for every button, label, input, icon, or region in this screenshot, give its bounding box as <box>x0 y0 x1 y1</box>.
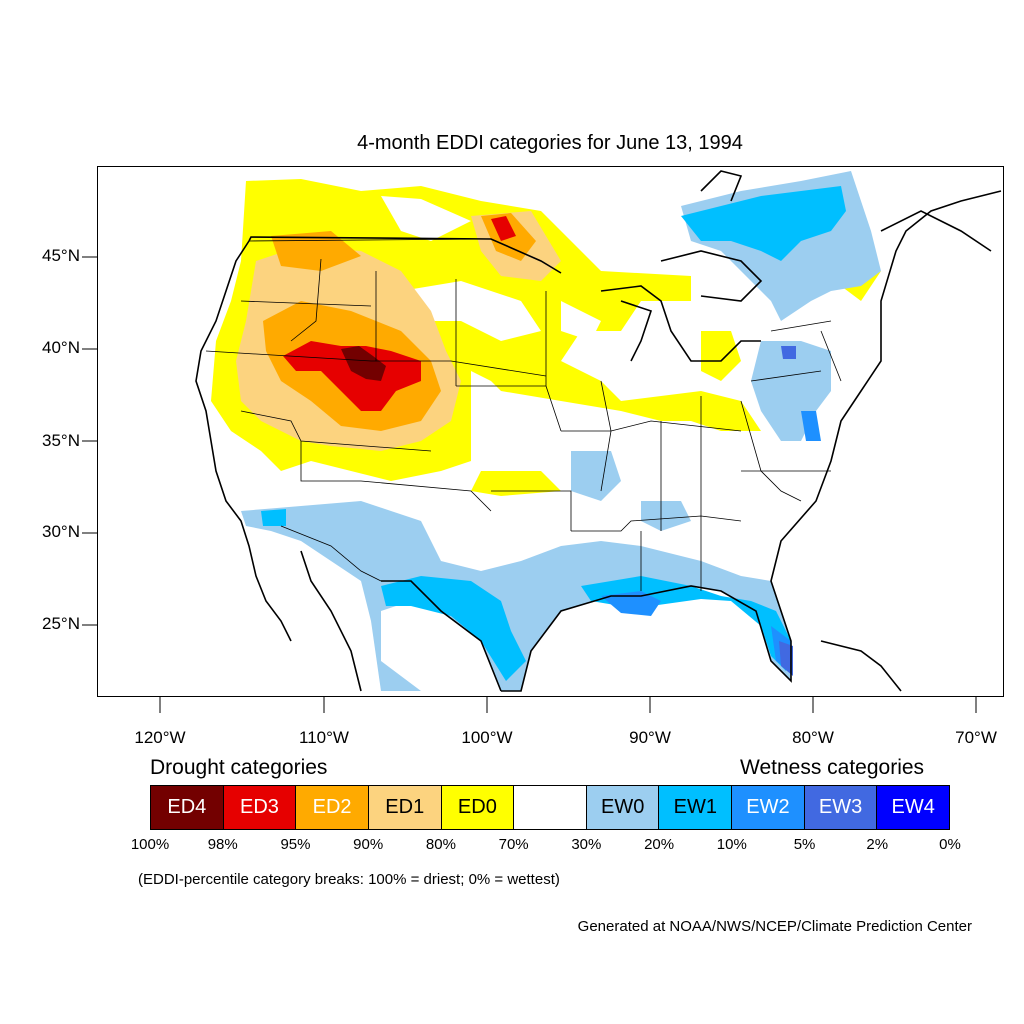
legend-swatch-ew0: EW0 <box>586 786 660 829</box>
lon-label-100: 100°W <box>461 728 513 747</box>
credit-line: Generated at NOAA/NWS/NCEP/Climate Predi… <box>577 918 972 935</box>
lat-label-40: 40°N <box>42 338 80 357</box>
lat-label-25: 25°N <box>42 614 80 633</box>
percentile-break-label: 0% <box>939 836 961 853</box>
percentile-break-label: 98% <box>207 836 238 853</box>
category-legend: ED4 ED3 ED2 ED1 ED0 EW0 EW1 EW2 EW3 EW4 <box>150 785 950 830</box>
legend-swatch-ed3: ED3 <box>223 786 297 829</box>
percentile-break-label: 10% <box>716 836 747 853</box>
percentile-break-label: 20% <box>644 836 675 853</box>
lon-label-90: 90°W <box>629 728 671 747</box>
map-title: 4-month EDDI categories for June 13, 199… <box>357 132 743 154</box>
legend-swatch-ed2: ED2 <box>296 786 369 829</box>
legend-swatch-ed0: ED0 <box>441 786 515 829</box>
lat-label-35: 35°N <box>42 431 80 450</box>
ew3-regions <box>779 346 796 676</box>
percentile-break-label: 70% <box>498 836 529 853</box>
lon-label-80: 80°W <box>792 728 834 747</box>
ed3-regions <box>283 216 516 411</box>
ed4-regions <box>341 346 386 381</box>
lon-label-70: 70°W <box>955 728 997 747</box>
coastlines <box>195 170 1002 692</box>
lon-label-110: 110°W <box>299 728 349 747</box>
percentile-break-label: 95% <box>280 836 311 853</box>
legend-swatch-ew2: EW2 <box>732 786 805 829</box>
legend-swatch-ew3: EW3 <box>804 786 878 829</box>
eddi-map <box>97 166 1004 697</box>
eddi-map-graphic <box>195 170 1002 692</box>
state-boundaries <box>205 238 842 591</box>
wetness-categories-title: Wetness categories <box>740 756 925 779</box>
lat-label-30: 30°N <box>42 522 80 541</box>
percentile-break-label: 5% <box>793 836 816 853</box>
percentile-break-label: 90% <box>353 836 384 853</box>
legend-swatch-neutral <box>514 786 587 829</box>
percentile-break-label: 2% <box>866 836 889 853</box>
legend-swatch-ed1: ED1 <box>368 786 442 829</box>
percentile-break-label: 80% <box>425 836 456 853</box>
percentile-break-label: 100% <box>130 836 170 853</box>
lat-label-45: 45°N <box>42 246 80 265</box>
percentile-break-label: 30% <box>571 836 602 853</box>
legend-swatch-ed4: ED4 <box>151 786 224 829</box>
lon-label-120: 120°W <box>134 728 186 747</box>
category-note: (EDDI-percentile category breaks: 100% =… <box>138 871 560 888</box>
legend-swatch-ew4: EW4 <box>877 786 950 829</box>
legend-swatch-ew1: EW1 <box>659 786 733 829</box>
drought-categories-title: Drought categories <box>150 756 328 779</box>
axis-ticks <box>82 256 977 713</box>
